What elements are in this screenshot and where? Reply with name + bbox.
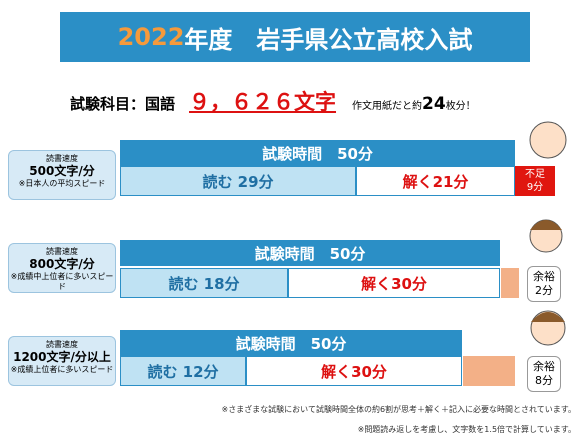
margin-box: 余裕 8分 [527,356,561,392]
speed: 1200文字/分以上 [13,350,111,364]
speed: 500文字/分 [29,164,95,178]
speed-note: ※日本人の平均スピード [18,179,106,188]
face-icons [529,121,567,346]
solve-time: 解く21分 [356,166,515,196]
speed-label: 読書速度 [46,154,78,163]
margin-label: 不足 [525,169,545,180]
margin: 9分 [526,182,544,193]
speed: 800文字/分 [29,257,95,271]
sheet-suffix: 枚分！ [445,101,476,112]
read-time: 読む 18分 [120,268,288,298]
footnote: ※さまざまな試験において試験時間全体の約6割が思考＋解く＋記入に必要な時間とされ… [221,405,576,414]
margin: 8分 [535,374,553,387]
speed-note: ※成績中上位者に多いスピード [10,272,114,291]
solve-time: 解く30分 [288,268,500,298]
speed-note: ※成績上位者に多いスピード [10,365,114,374]
subject-line: 試験科目：国語 ９，６２６文字 作文用紙だと約 24 枚分！ [70,86,550,120]
sheet-count: 24 [422,94,446,114]
speed-box: 読書速度 800文字/分 ※成績中上位者に多いスピード [8,243,116,293]
margin-fill [463,356,515,386]
title-text: 年度 岩手県公立高校入試 [184,25,473,54]
subject-label: 試験科目：国語 [70,95,176,113]
margin-box: 余裕 2分 [527,266,561,302]
speed-box: 読書速度 500文字/分 ※日本人の平均スピード [8,150,116,200]
footnote: ※問題読み返しを考慮し、文字数を1.5倍で計算しています。 [357,425,576,434]
exam-time: 試験時間 50分 [120,240,500,266]
speed-label: 読書速度 [46,340,78,349]
char-count: ９，６２６文字 [189,90,337,114]
read-time: 読む 29分 [120,166,356,196]
speed-box: 読書速度 1200文字/分以上 ※成績上位者に多いスピード [8,336,116,386]
margin-label: 余裕 [533,269,555,283]
margin-box: 不足 9分 [515,166,555,196]
speed-label: 読書速度 [46,247,78,256]
solve-time: 解く30分 [246,356,462,386]
sheet-note: 作文用紙だと約 [352,101,423,112]
exam-time: 試験時間 50分 [120,330,462,356]
margin-fill [501,268,519,298]
exam-time: 試験時間 50分 [120,140,515,166]
margin-label: 余裕 [533,359,555,373]
read-time: 読む 12分 [120,356,246,386]
title-banner: 2022 年度 岩手県公立高校入試 [60,12,530,62]
title-year: 2022 [117,23,185,51]
margin: 2分 [535,284,553,297]
